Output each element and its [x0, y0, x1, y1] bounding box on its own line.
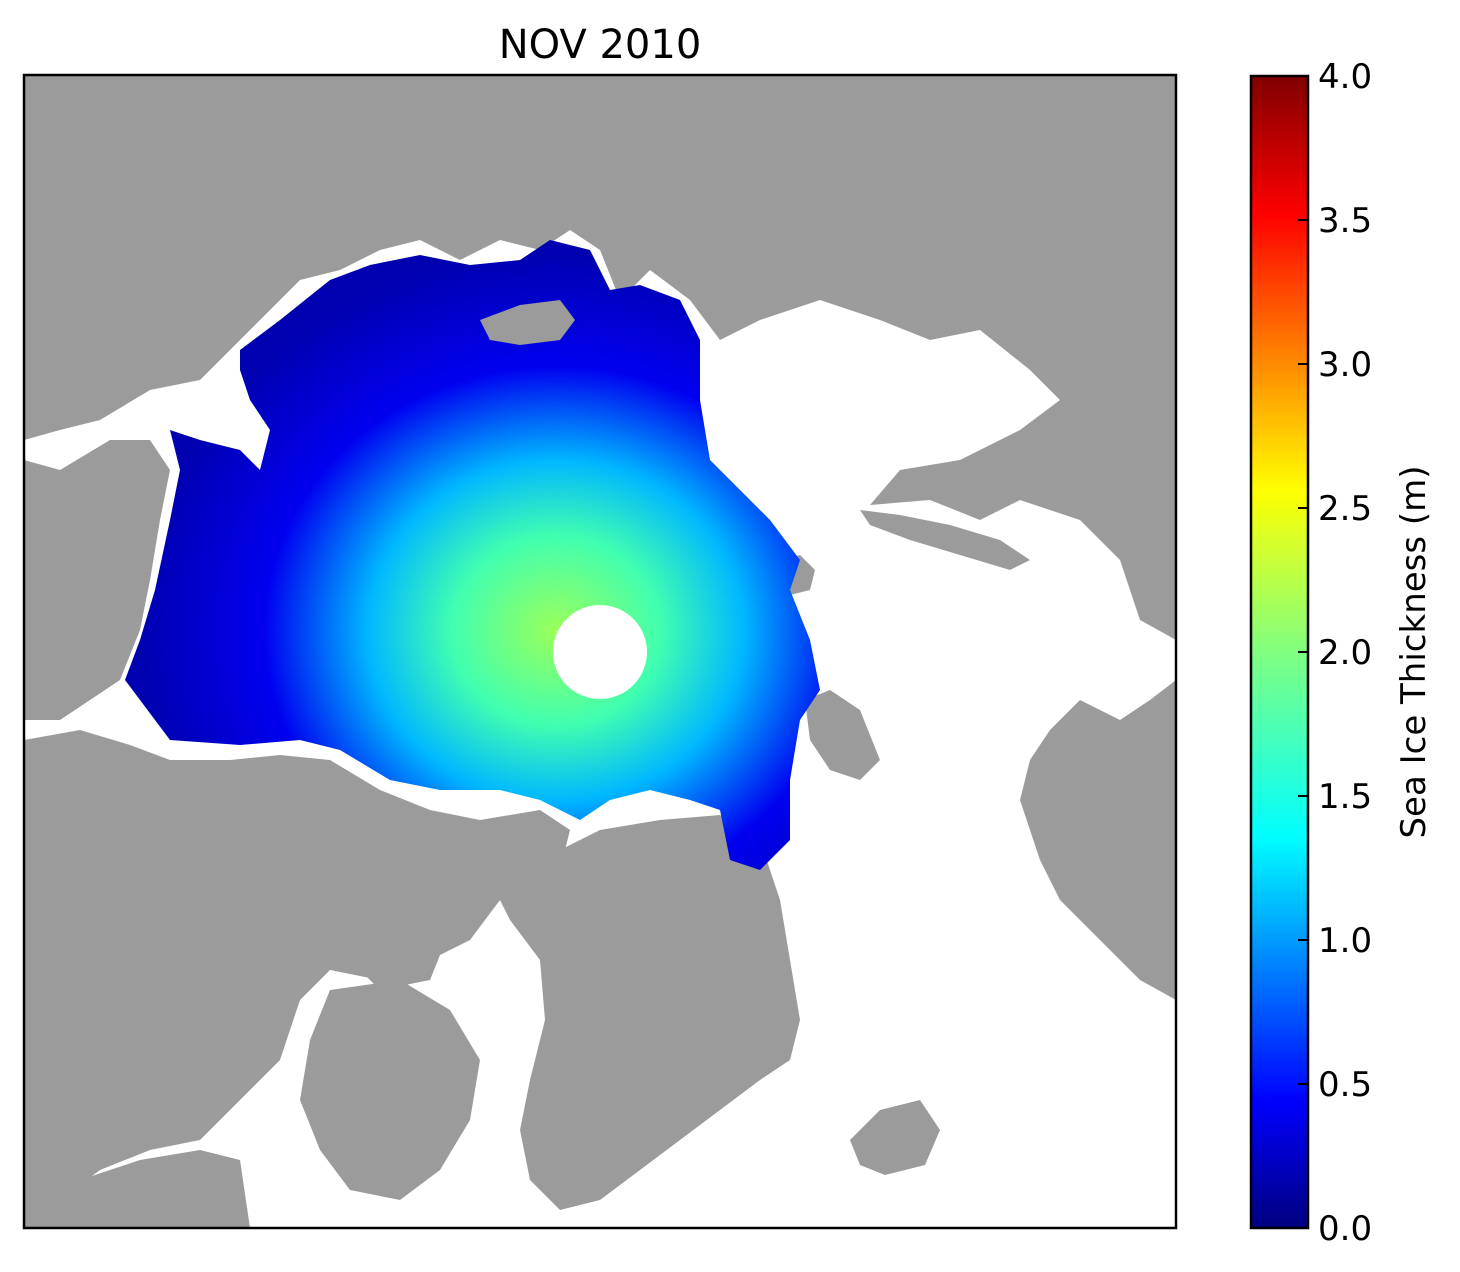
land	[24, 75, 1176, 1228]
land-scandinavia	[1020, 680, 1176, 1000]
land-canada	[24, 730, 520, 1210]
land-siberia	[24, 75, 1176, 640]
land-greenland	[490, 815, 800, 1210]
colorbar-tick-label: 0.0	[1318, 1209, 1372, 1249]
land-baffin	[300, 980, 480, 1200]
land-svalbard	[805, 690, 880, 780]
colorbar-tick-label: 1.5	[1318, 777, 1372, 817]
colorbar-tick-label: 3.5	[1318, 201, 1372, 241]
land-novaya-zemlya	[860, 510, 1030, 570]
colorbar-tick-label: 3.0	[1318, 345, 1372, 385]
colorbar-tick-label: 0.5	[1318, 1065, 1372, 1105]
sea-ice-field	[125, 240, 820, 870]
land-severnaya	[480, 300, 575, 345]
land-archipelago-3	[350, 890, 450, 990]
colorbar-tick-label: 1.0	[1318, 921, 1372, 961]
land-alaska	[24, 440, 170, 720]
colorbar-tick-label: 4.0	[1318, 57, 1372, 97]
land-iceland	[850, 1100, 940, 1175]
map-panel	[24, 75, 1176, 1228]
colorbar-label: Sea Ice Thickness (m)	[1394, 465, 1434, 838]
land-hudson	[24, 1150, 250, 1228]
land-archipelago-2	[420, 810, 570, 880]
colorbar-tick-label: 2.5	[1318, 489, 1372, 529]
map-frame	[22, 73, 1178, 1230]
colorbar-tick-label: 2.0	[1318, 633, 1372, 673]
land-archipelago-1	[300, 780, 400, 860]
map-title: NOV 2010	[499, 22, 702, 68]
colorbar: 0.0 0.5 1.0 1.5 2.0 2.5 3.0 3.5 4.0 Sea Ice Thic…	[1249, 57, 1434, 1249]
pole-hole	[553, 605, 647, 699]
colorbar-ticks: 0.0 0.5 1.0 1.5 2.0 2.5 3.0 3.5 4.0	[1298, 57, 1372, 1249]
